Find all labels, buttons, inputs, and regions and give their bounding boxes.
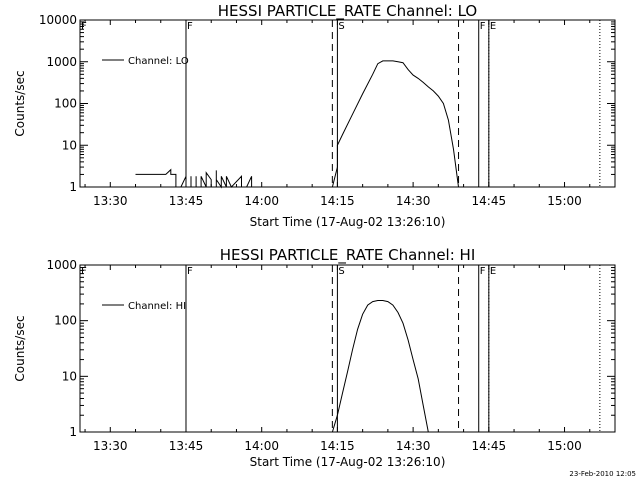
x-axis-label: Start Time (17-Aug-02 13:26:10)	[250, 215, 446, 229]
marker-label: S	[338, 266, 344, 277]
x-tick-label: 14:45	[472, 439, 507, 453]
y-axis-label: Counts/sec	[13, 70, 27, 136]
legend-label: Channel: LO	[128, 56, 189, 67]
legend-label: Channel: HI	[128, 301, 186, 312]
chart-title: HESSI PARTICLE_RATE Channel: LO	[218, 2, 477, 21]
series-line	[180, 170, 257, 189]
x-tick-label: 15:00	[547, 439, 582, 453]
marker-label: F	[480, 266, 486, 277]
x-tick-label: 13:45	[169, 194, 204, 208]
x-tick-label: 15:00	[547, 194, 582, 208]
x-tick-label: 14:30	[396, 439, 431, 453]
marker-label: F	[480, 21, 486, 32]
x-tick-label: 14:45	[472, 194, 507, 208]
marker-label: S	[338, 21, 344, 32]
x-tick-label: 14:00	[244, 194, 279, 208]
x-tick-label: 14:15	[320, 194, 355, 208]
x-axis-label: Start Time (17-Aug-02 13:26:10)	[250, 455, 446, 469]
x-tick-label: 14:15	[320, 439, 355, 453]
x-tick-label: 13:30	[93, 194, 128, 208]
chart-title: HESSI PARTICLE_RATE Channel: HI	[220, 246, 476, 265]
marker-label: E	[490, 266, 496, 277]
series-line	[135, 168, 181, 188]
y-tick-label: 1	[69, 180, 77, 194]
marker-label: E	[490, 21, 496, 32]
series-line	[331, 60, 459, 188]
y-tick-label: 1000	[46, 258, 77, 272]
y-tick-label: 10000	[39, 13, 77, 27]
x-tick-label: 13:45	[169, 439, 204, 453]
series-line	[331, 300, 429, 433]
y-tick-label: 1	[69, 425, 77, 439]
plot-frame	[79, 264, 616, 433]
marker-label: F	[187, 21, 193, 32]
footer-timestamp: 23-Feb-2010 12:05	[569, 470, 636, 478]
chart-panel-1: HESSI PARTICLE_RATE Channel: HI 13:30 13:4…	[13, 246, 616, 469]
y-tick-label: 10	[62, 138, 77, 152]
marker-label: F	[81, 266, 87, 277]
marker-label: F	[81, 21, 87, 32]
y-tick-label: 10	[62, 369, 77, 383]
marker-label: F	[187, 266, 193, 277]
x-tick-label: 14:00	[244, 439, 279, 453]
x-tick-label: 14:30	[396, 194, 431, 208]
y-tick-label: 100	[54, 97, 77, 111]
y-tick-label: 100	[54, 314, 77, 328]
plot-frame	[79, 19, 616, 188]
x-tick-label: 13:30	[93, 439, 128, 453]
y-axis-label: Counts/sec	[13, 315, 27, 381]
chart-panel-0: HESSI PARTICLE_RATE Channel: LO 13:30 13:4…	[13, 2, 616, 229]
y-tick-label: 1000	[46, 55, 77, 69]
